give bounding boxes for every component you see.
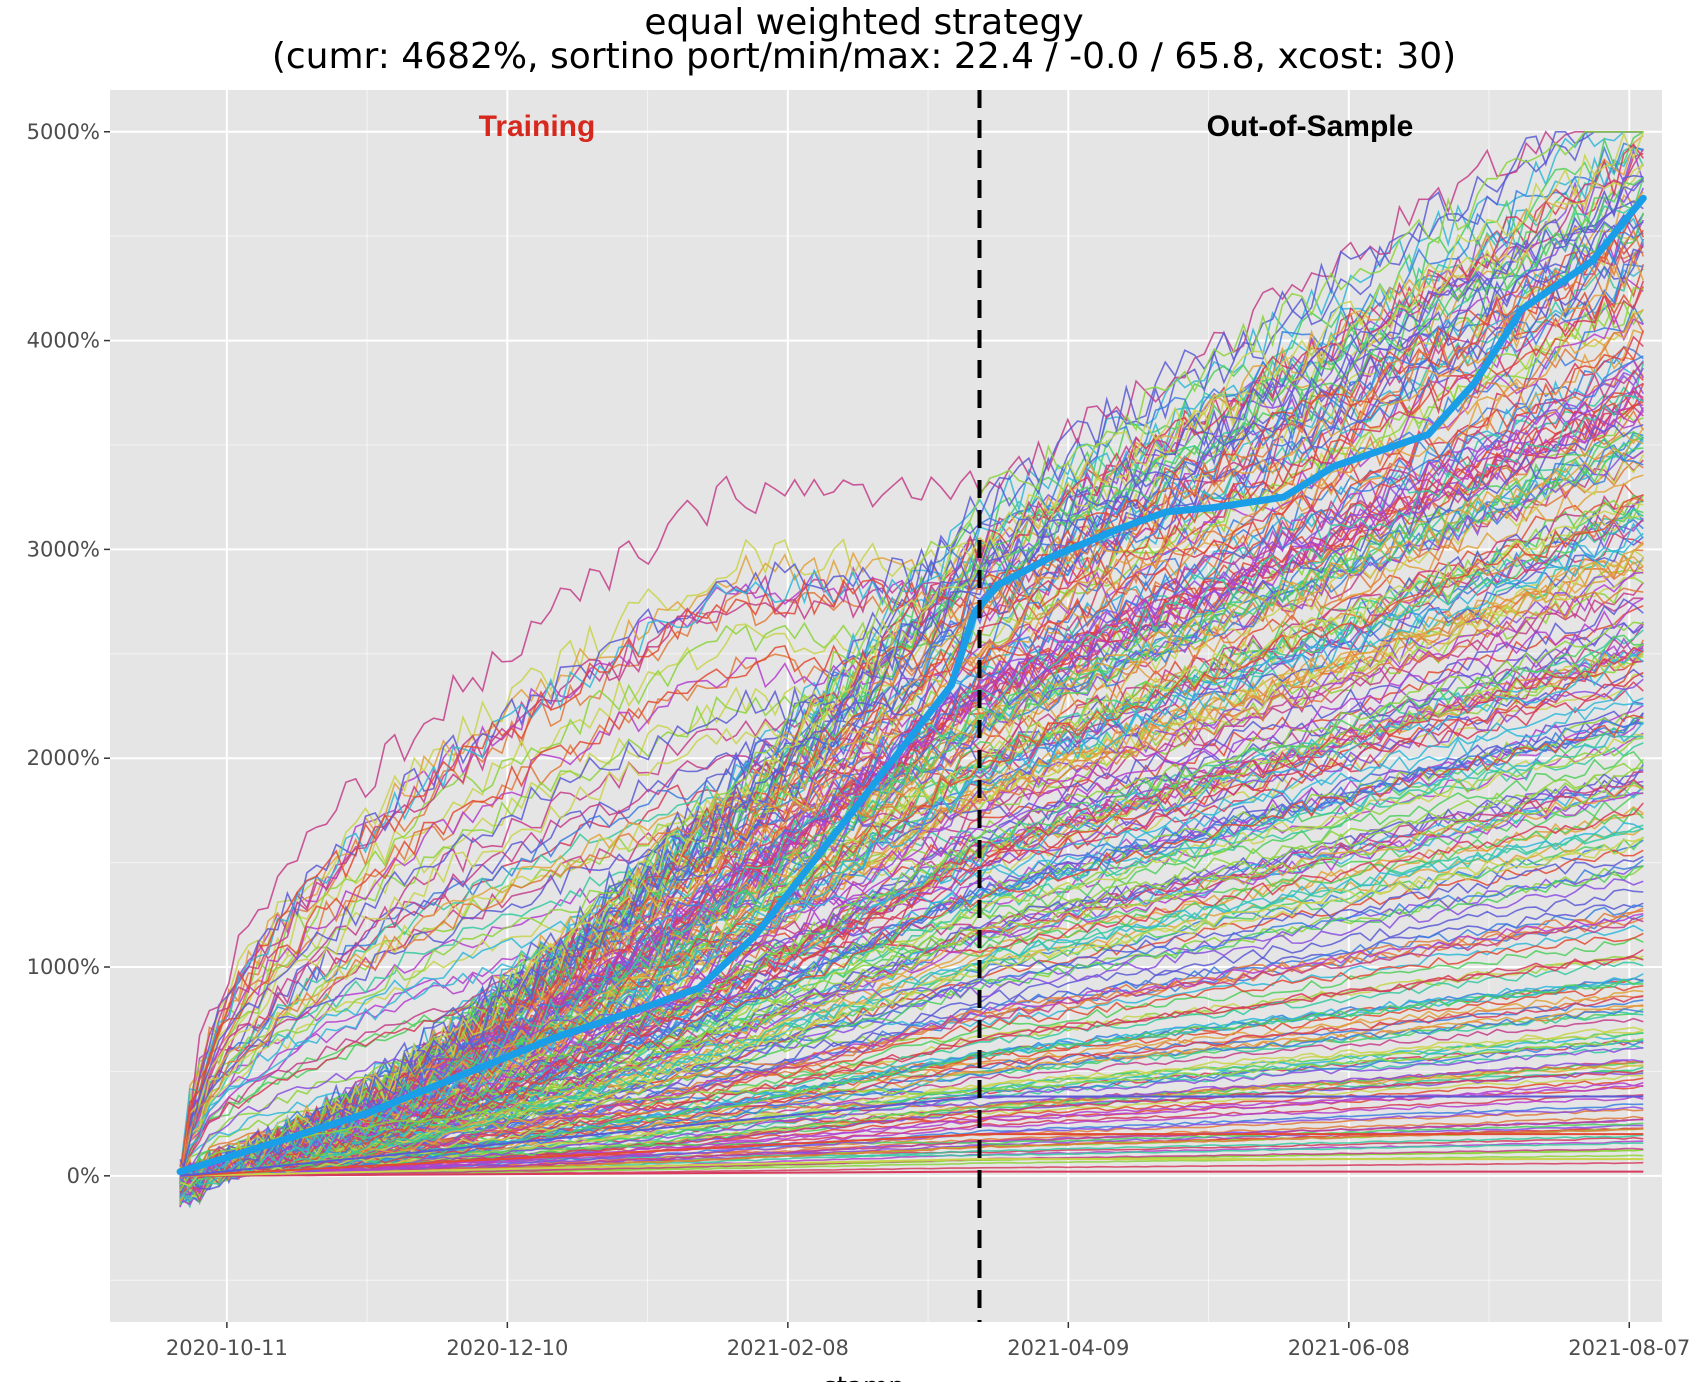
strategy-series-line [179, 646, 1644, 1188]
strategy-series-line [179, 719, 1644, 1188]
strategy-series-line [179, 855, 1644, 1189]
strategy-series-line [179, 163, 1644, 1193]
strategy-series-line [179, 657, 873, 1187]
strategy-series-line [179, 494, 1644, 1194]
y-tick-label: 0% [67, 1164, 100, 1188]
x-tick-label: 2020-12-10 [446, 1336, 568, 1360]
y-tick-label: 1000% [27, 955, 100, 979]
strategy-series-line [179, 1004, 1644, 1189]
strategy-series-line [180, 1158, 1644, 1177]
y-axis: 0% 1000% 2000% 3000% 4000% 5000% [27, 120, 110, 1188]
strategy-series-line [179, 1084, 1644, 1184]
x-tick-label: 2020-10-11 [166, 1336, 288, 1360]
strategy-series-line [179, 721, 1644, 1183]
strategy-series-line [179, 1037, 1644, 1192]
strategy-series-line [179, 217, 1645, 1174]
x-tick-label: 2021-04-09 [1007, 1336, 1129, 1360]
chart-title: equal weighted strategy [644, 2, 1083, 43]
strategy-series-line [179, 1095, 1644, 1195]
strategy-series-line [179, 130, 1644, 1175]
strategy-series-line [180, 597, 1644, 1195]
series-group [176, 130, 1647, 1209]
strategy-series-line [180, 231, 1644, 1201]
strategy-series-line [179, 1118, 1644, 1191]
strategy-series-line [179, 356, 1644, 1192]
strategy-series-line [179, 131, 1645, 1196]
x-axis: 2020-10-11 2020-12-10 2021-02-08 2021-04-09… [166, 1322, 1690, 1360]
portfolio-series-line [176, 194, 1647, 1176]
x-tick-label: 2021-06-08 [1288, 1336, 1410, 1360]
chart-subtitle: (cumr: 4682%, sortino port/min/max: 22.4… [272, 36, 1456, 77]
strategy-series-line [179, 191, 1644, 1206]
strategy-series-line [179, 634, 1644, 1198]
x-axis-label: stamp [823, 1372, 905, 1382]
strategy-series-line [179, 995, 1644, 1191]
strategy-series-line [179, 714, 1644, 1186]
strategy-series-line [179, 174, 1644, 1191]
strategy-series-line [179, 143, 1644, 1194]
strategy-series-line [180, 917, 1644, 1185]
training-annotation: Training [479, 110, 596, 143]
plot-area [110, 90, 1662, 1322]
strategy-series-line [179, 238, 1644, 1184]
strategy-series-line [179, 1069, 708, 1185]
strategy-series-line [179, 687, 1644, 1181]
strategy-series-line [180, 1133, 1644, 1177]
strategy-series-line [179, 134, 1644, 1192]
strategy-series-line [179, 532, 1644, 1199]
strategy-series-line [179, 148, 1644, 1186]
x-tick-label: 2021-02-08 [727, 1336, 849, 1360]
strategy-series-line [179, 878, 1644, 1184]
strategy-series-line [179, 865, 1644, 1196]
y-tick-label: 3000% [27, 537, 100, 561]
strategy-series-line [179, 784, 1644, 1190]
strategy-series-line [179, 131, 1644, 1204]
y-tick-label: 4000% [27, 329, 100, 353]
x-tick-label: 2021-08-07 [1568, 1336, 1690, 1360]
strategy-series-line [179, 1103, 1644, 1189]
y-tick-label: 5000% [27, 120, 100, 144]
strategy-series-line [179, 587, 1644, 1176]
strategy-series-line [179, 522, 1644, 1190]
strategy-series-line [179, 424, 1644, 1182]
y-tick-label: 2000% [27, 746, 100, 770]
strategy-series-line [179, 629, 1644, 1176]
strategy-series-line [179, 229, 1644, 1176]
out-of-sample-annotation: Out-of-Sample [1207, 110, 1414, 143]
